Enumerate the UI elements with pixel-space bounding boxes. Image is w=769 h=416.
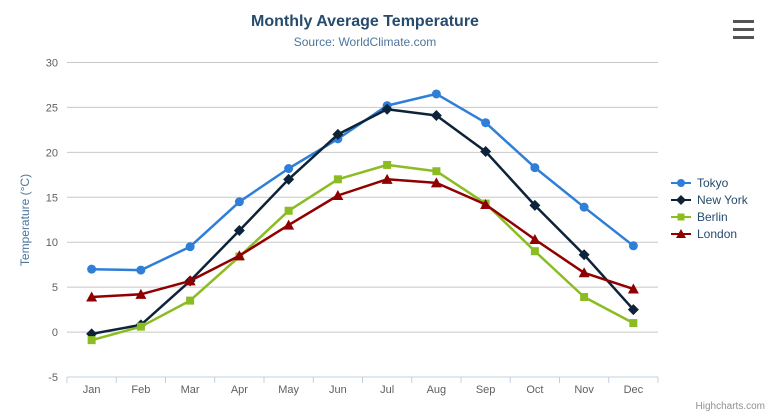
data-point[interactable]: [86, 291, 98, 302]
data-point[interactable]: [431, 89, 441, 99]
data-point[interactable]: [283, 173, 295, 185]
legend-marker-diamond-icon: [671, 195, 691, 205]
data-point[interactable]: [136, 265, 146, 275]
series-line-london[interactable]: [90, 178, 635, 299]
legend-label: Berlin: [697, 210, 728, 224]
legend-marker[interactable]: [676, 195, 686, 205]
series-line-new-york[interactable]: [90, 107, 635, 336]
series-tokyo: [87, 89, 638, 275]
y-axis-label: 30: [46, 58, 58, 70]
data-point[interactable]: [381, 103, 393, 115]
legend-marker-square-icon: [671, 213, 691, 221]
chart-subtitle: Source: WorldClimate.com: [293, 35, 437, 49]
data-point[interactable]: [627, 283, 639, 294]
data-point[interactable]: [87, 336, 96, 345]
data-point[interactable]: [233, 225, 245, 237]
legend-label: New York: [697, 193, 748, 207]
legend-item-london[interactable]: London: [670, 227, 748, 241]
data-point[interactable]: [530, 247, 539, 256]
x-axis-label: Apr: [231, 384, 248, 396]
data-point[interactable]: [481, 118, 491, 128]
x-axis-label: Oct: [526, 384, 543, 396]
data-point[interactable]: [430, 177, 442, 188]
data-point[interactable]: [580, 293, 589, 302]
x-axis-label: Nov: [574, 384, 594, 396]
x-axis-label: Dec: [624, 384, 644, 396]
data-point[interactable]: [185, 242, 195, 252]
y-axis-label: 10: [46, 237, 58, 249]
legend-item-new-york[interactable]: New York: [670, 193, 748, 207]
y-axis-label: 20: [46, 147, 58, 159]
series-line-berlin[interactable]: [90, 163, 635, 342]
data-point[interactable]: [332, 128, 344, 140]
y-axis-label: 25: [46, 102, 58, 114]
x-axis-label: Jun: [329, 384, 347, 396]
data-point[interactable]: [184, 275, 196, 286]
y-axis-title: Temperature (°C): [18, 174, 32, 266]
data-point[interactable]: [136, 322, 145, 331]
data-point[interactable]: [628, 241, 638, 251]
legend-label: London: [697, 227, 738, 241]
data-point[interactable]: [135, 288, 147, 299]
x-axis-label: Sep: [476, 384, 496, 396]
data-point[interactable]: [284, 206, 293, 215]
legend-marker[interactable]: [677, 213, 685, 221]
x-axis-label: Aug: [427, 384, 447, 396]
x-axis-label: Jan: [83, 384, 101, 396]
data-point[interactable]: [629, 319, 638, 328]
menu-bar: [733, 28, 754, 31]
data-point[interactable]: [627, 304, 639, 316]
menu-bar: [733, 20, 754, 23]
legend-marker[interactable]: [677, 179, 685, 187]
legend-marker-circle-icon: [671, 179, 691, 187]
data-point[interactable]: [480, 198, 492, 209]
legend: Tokyo New York Berlin London: [670, 176, 748, 241]
y-axis-label: 15: [46, 192, 58, 204]
data-point[interactable]: [579, 202, 589, 212]
legend-item-tokyo[interactable]: Tokyo: [670, 176, 748, 190]
data-point[interactable]: [381, 173, 393, 184]
series-line-tokyo[interactable]: [90, 92, 635, 272]
data-point[interactable]: [332, 189, 344, 200]
series-london: [86, 173, 639, 302]
data-point[interactable]: [480, 145, 492, 157]
data-point[interactable]: [578, 267, 590, 278]
chart-title: Monthly Average Temperature: [251, 13, 479, 30]
data-point[interactable]: [529, 199, 541, 211]
data-point[interactable]: [432, 167, 441, 176]
y-axis-label: 0: [52, 327, 58, 339]
series-new-york: [86, 103, 639, 340]
hamburger-menu-icon[interactable]: [733, 20, 754, 39]
legend-item-berlin[interactable]: Berlin: [670, 210, 748, 224]
data-point[interactable]: [234, 197, 244, 207]
data-point[interactable]: [233, 250, 245, 261]
data-point[interactable]: [186, 296, 195, 305]
data-point[interactable]: [333, 175, 342, 184]
x-axis-label: Mar: [181, 384, 200, 396]
x-axis-label: May: [278, 384, 299, 396]
data-point[interactable]: [430, 110, 442, 122]
data-point[interactable]: [529, 234, 541, 245]
data-point[interactable]: [87, 264, 97, 274]
data-point[interactable]: [383, 160, 392, 169]
menu-bar: [733, 36, 754, 39]
legend-marker[interactable]: [676, 229, 686, 238]
data-point[interactable]: [283, 219, 295, 230]
data-point[interactable]: [284, 164, 294, 174]
y-axis-label: 5: [52, 282, 58, 294]
legend-label: Tokyo: [697, 176, 729, 190]
data-point[interactable]: [578, 249, 590, 261]
y-axis-label: -5: [48, 372, 58, 384]
x-axis-label: Jul: [380, 384, 394, 396]
legend-marker-triangle-icon: [671, 229, 691, 238]
data-point[interactable]: [530, 163, 540, 173]
x-axis-label: Feb: [131, 384, 150, 396]
credits-link[interactable]: Highcharts.com: [695, 401, 765, 412]
